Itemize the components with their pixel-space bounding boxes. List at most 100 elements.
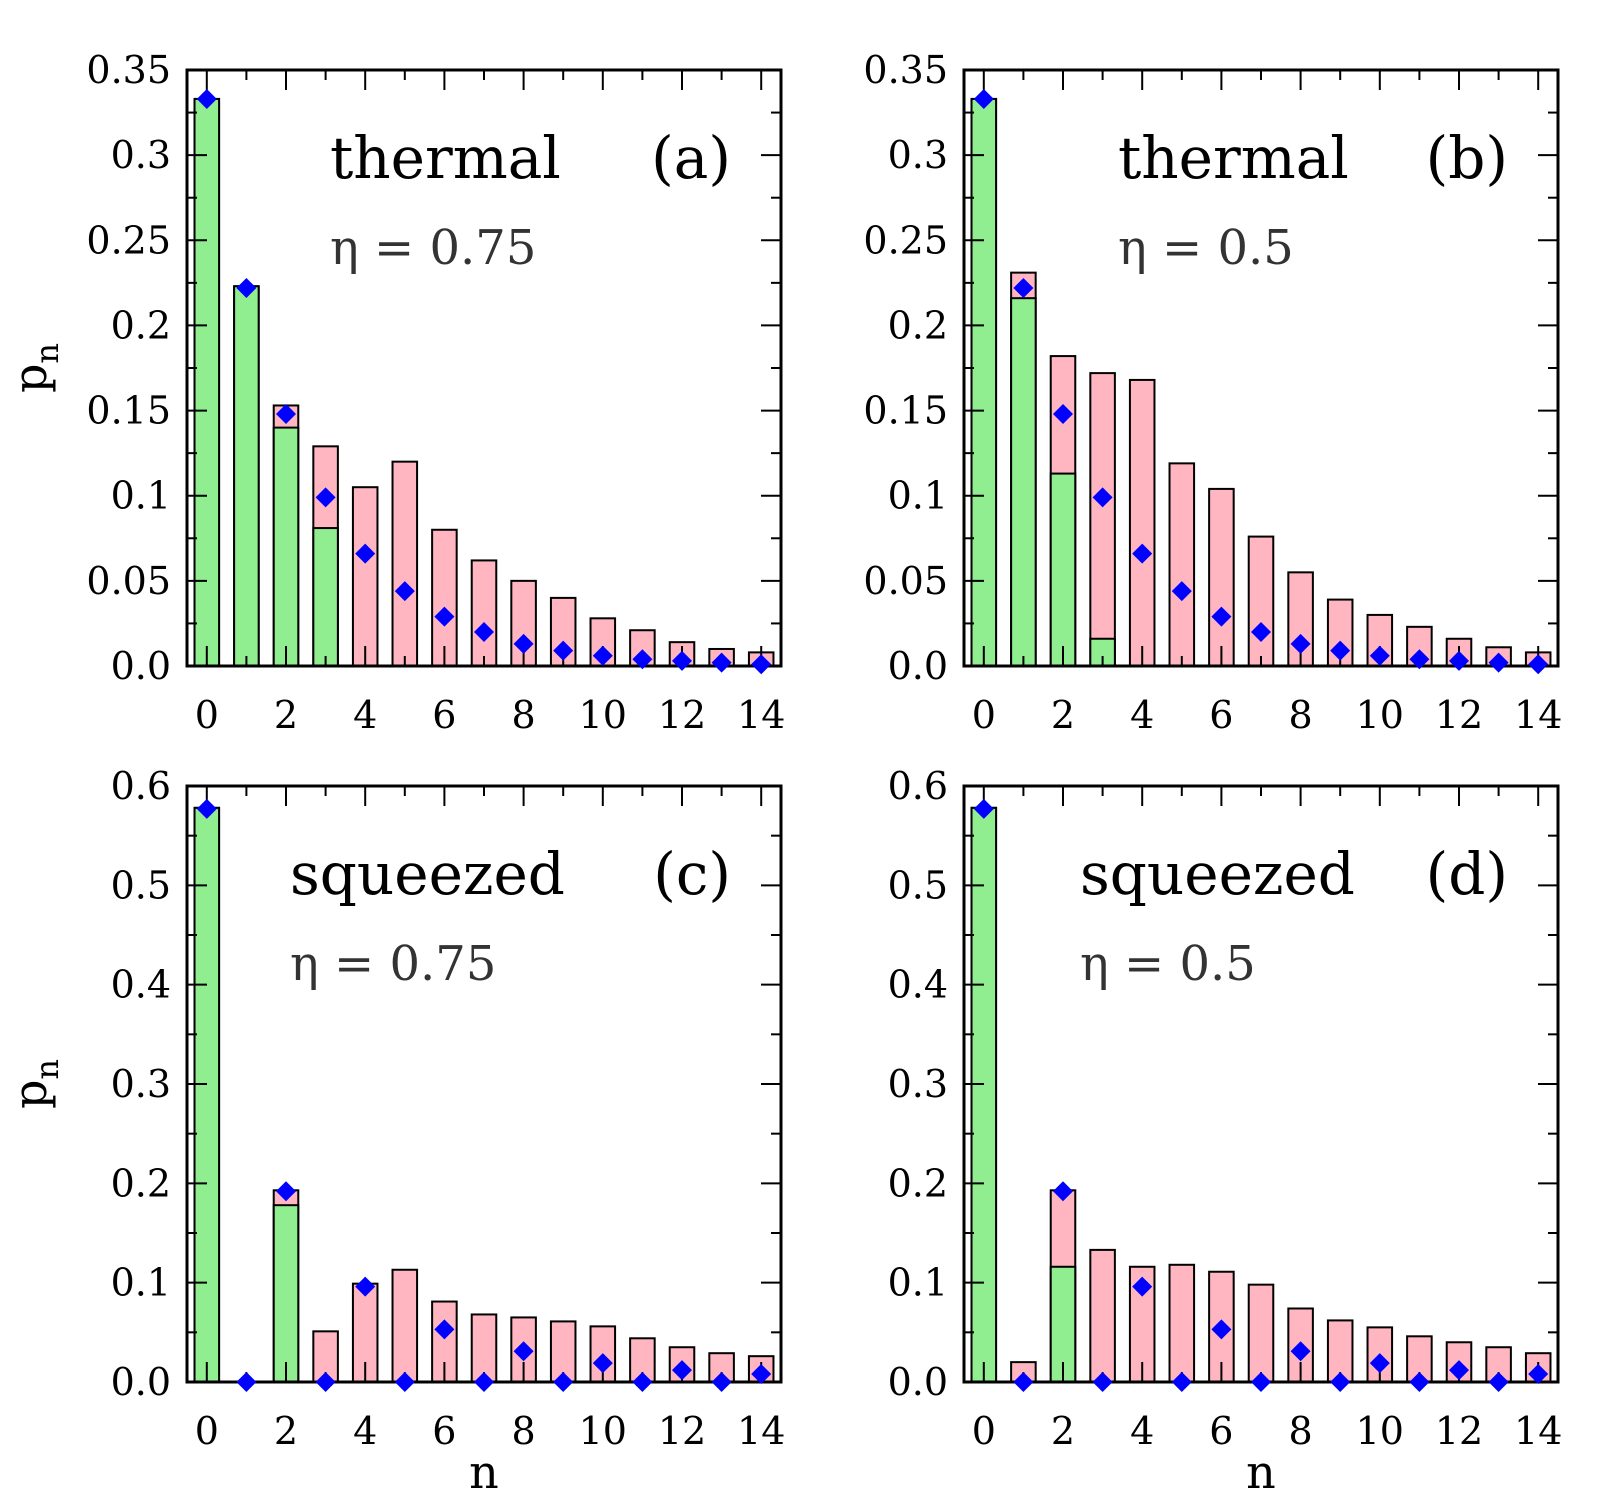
bar-total xyxy=(391,460,419,667)
x-tick-label: 12 xyxy=(1435,693,1483,737)
x-tick-label: 2 xyxy=(1051,693,1075,737)
marker-point xyxy=(315,1372,336,1392)
x-tick-label: 8 xyxy=(1289,1409,1313,1453)
y-tick-label: 0.25 xyxy=(86,218,171,262)
y-tick-label: 0.1 xyxy=(111,474,171,518)
marker-point xyxy=(474,621,494,642)
x-tick-label: 2 xyxy=(1051,1409,1075,1453)
y-tick-label: 0.05 xyxy=(863,559,948,603)
x-tick-label: 10 xyxy=(579,693,627,737)
x-tick-label: 2 xyxy=(274,693,298,737)
x-axis-label: n xyxy=(1246,1445,1276,1492)
y-tick-label: 0.4 xyxy=(888,963,948,1007)
marker-point xyxy=(973,798,994,819)
marker-point xyxy=(276,403,296,424)
eta-label: η = 0.5 xyxy=(1080,936,1256,992)
y-tick-label: 0.35 xyxy=(86,48,171,92)
marker-point xyxy=(1171,1372,1192,1392)
state-label: thermal xyxy=(1118,124,1349,192)
marker-point xyxy=(751,1364,772,1385)
marker-point xyxy=(315,487,336,508)
bar-green xyxy=(272,1204,300,1383)
y-tick-label: 0.1 xyxy=(888,1261,948,1305)
bar-total xyxy=(1089,1248,1116,1384)
x-tick-label: 6 xyxy=(432,693,456,737)
x-tick-label: 10 xyxy=(1356,693,1404,737)
y-tick-label: 0.3 xyxy=(888,1062,948,1106)
x-tick-label: 6 xyxy=(1209,693,1233,737)
marker-point xyxy=(1053,1181,1073,1202)
panel-a: 0.0 0.05 0.1 0.15 0.2 0.25 0.3 0.35 0 2 4 6 8 10 12 14 t… xyxy=(3,48,785,737)
x-tick-label: 4 xyxy=(353,1409,377,1453)
bar-total xyxy=(1247,535,1275,668)
panel-d: 0.0 0.1 0.2 0.3 0.4 0.5 0.6 0 2 4 6 8 10 12 14 squeezed… xyxy=(888,764,1563,1492)
bar-green xyxy=(1010,297,1037,667)
panel-tag: (b) xyxy=(1426,124,1508,192)
marker-point xyxy=(236,1372,257,1392)
y-tick-label: 0.15 xyxy=(863,389,948,433)
bar-total xyxy=(431,528,458,667)
marker-point xyxy=(553,640,574,661)
y-tick-label: 0.3 xyxy=(888,133,948,177)
marker-point xyxy=(672,650,692,671)
marker-point xyxy=(1132,543,1153,564)
marker-point xyxy=(711,1372,732,1392)
bar-total xyxy=(431,1300,458,1384)
panel-tag: (c) xyxy=(653,840,731,908)
marker-point xyxy=(1330,640,1351,661)
y-tick-label: 0.4 xyxy=(111,963,171,1007)
state-label: squeezed xyxy=(290,840,565,908)
bar-green xyxy=(272,426,300,667)
y-tick-label: 0.2 xyxy=(888,303,948,347)
marker-point xyxy=(1251,621,1271,642)
x-tick-label: 12 xyxy=(1435,1409,1483,1453)
x-tick-label: 14 xyxy=(737,693,785,737)
bar-total xyxy=(549,1320,577,1383)
y-tick-label: 0.0 xyxy=(888,644,948,688)
y-tick-label: 0.5 xyxy=(111,863,171,907)
marker-point xyxy=(1251,1372,1271,1392)
y-tick-label: 0.0 xyxy=(111,1360,171,1404)
bar-total xyxy=(1208,487,1235,667)
marker-point xyxy=(513,1341,534,1362)
bar-total xyxy=(470,1313,498,1384)
marker-point xyxy=(632,1372,653,1392)
x-tick-label: 6 xyxy=(1209,1409,1233,1453)
x-tick-label: 14 xyxy=(737,1409,785,1453)
y-tick-label: 0.1 xyxy=(888,474,948,518)
bar-total xyxy=(1089,372,1116,667)
marker-point xyxy=(632,649,653,670)
marker-point xyxy=(1449,1360,1469,1381)
marker-point xyxy=(1369,1353,1390,1374)
marker-point xyxy=(592,645,613,666)
y-tick-label: 0.35 xyxy=(863,48,948,92)
bar-green xyxy=(1049,472,1077,667)
x-tick-label: 4 xyxy=(353,693,377,737)
x-tick-label: 4 xyxy=(1130,1409,1154,1453)
marker-point xyxy=(1132,1276,1153,1297)
y-tick-label: 0.2 xyxy=(111,1161,171,1205)
marker-point xyxy=(1171,581,1192,602)
y-tick-label: 0.0 xyxy=(888,1360,948,1404)
marker-point xyxy=(236,277,257,298)
marker-point xyxy=(434,1319,455,1340)
bar-total xyxy=(1128,378,1156,667)
bar-total xyxy=(391,1268,419,1383)
y-tick-label: 0.05 xyxy=(86,559,171,603)
panel-c: 0.0 0.1 0.2 0.3 0.4 0.5 0.6 0 2 4 6 8 10 12 14 squeezed… xyxy=(3,764,785,1492)
marker-point xyxy=(1528,654,1549,675)
x-tick-label: 14 xyxy=(1514,1409,1562,1453)
y-tick-label: 0.2 xyxy=(111,303,171,347)
bar-green xyxy=(970,806,998,1383)
bar-total xyxy=(1247,1283,1275,1383)
marker-point xyxy=(394,581,415,602)
x-tick-label: 2 xyxy=(274,1409,298,1453)
x-tick-label: 4 xyxy=(1130,693,1154,737)
y-tick-label: 0.6 xyxy=(111,764,171,808)
marker-point xyxy=(1488,652,1509,673)
y-axis-label: pn xyxy=(3,1059,66,1109)
marker-point xyxy=(1290,1341,1311,1362)
y-tick-label: 0.2 xyxy=(888,1161,948,1205)
panel-tag: (d) xyxy=(1426,840,1508,908)
marker-point xyxy=(1488,1372,1509,1392)
